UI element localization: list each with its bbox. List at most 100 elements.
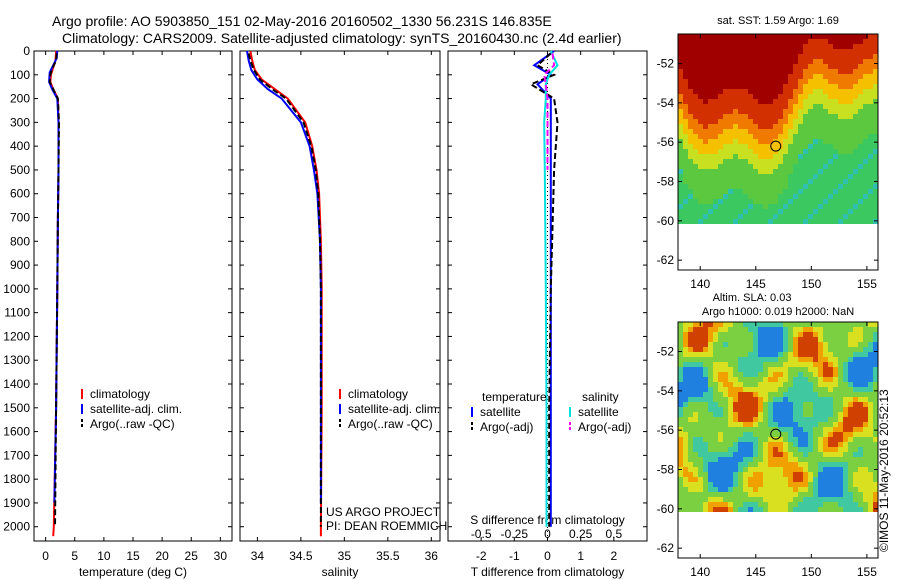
map-cell (868, 134, 873, 139)
map-cell (728, 144, 733, 149)
map-cell (853, 417, 858, 422)
map-cell (858, 69, 863, 74)
map-cell (748, 477, 753, 482)
map-cell (768, 169, 773, 174)
map-cell (778, 327, 783, 332)
map-cell (863, 219, 868, 224)
map-cell (733, 497, 738, 502)
map-cell (823, 184, 828, 189)
map-cell (778, 164, 783, 169)
map-cell (753, 357, 758, 362)
map-cell (803, 347, 808, 352)
map-cell (778, 492, 783, 497)
map-cell (793, 54, 798, 59)
map-cell (873, 327, 878, 332)
map-cell (728, 39, 733, 44)
map-cell (768, 179, 773, 184)
map-cell (778, 412, 783, 417)
map-cell (728, 134, 733, 139)
x-tick-label: 2 (610, 549, 617, 563)
map-cell (698, 412, 703, 417)
map-cell (688, 79, 693, 84)
map-cell (678, 194, 683, 199)
map-cell (688, 447, 693, 452)
map-cell (783, 194, 788, 199)
map-cell (843, 219, 848, 224)
map-cell (763, 427, 768, 432)
map-cell (718, 442, 723, 447)
map-cell (688, 74, 693, 79)
map-cell (828, 169, 833, 174)
map-cell (748, 49, 753, 54)
map-cell (723, 194, 728, 199)
map-cell (723, 39, 728, 44)
map-cell (818, 427, 823, 432)
map-cell (723, 452, 728, 457)
map-cell (768, 387, 773, 392)
map-cell (853, 342, 858, 347)
map-cell (858, 104, 863, 109)
s-tick-label: 0 (544, 527, 551, 541)
map-cell (788, 507, 793, 512)
map-cell (848, 377, 853, 382)
map-cell (868, 372, 873, 377)
map-cell (743, 432, 748, 437)
map-cell (718, 422, 723, 427)
map-cell (848, 342, 853, 347)
map-cell (803, 39, 808, 44)
map-cell (753, 64, 758, 69)
map-cell (828, 412, 833, 417)
map-cell (763, 209, 768, 214)
map-cell (848, 337, 853, 342)
map-cell (723, 44, 728, 49)
map-cell (793, 502, 798, 507)
map-cell (708, 149, 713, 154)
map-cell (813, 184, 818, 189)
map-cell (828, 124, 833, 129)
map-cell (863, 347, 868, 352)
map-cell (863, 437, 868, 442)
map-cell (743, 332, 748, 337)
map-cell (773, 447, 778, 452)
map-cell (793, 179, 798, 184)
map-cell (713, 427, 718, 432)
map-cell (838, 447, 843, 452)
map-cell (833, 322, 838, 327)
map-cell (778, 149, 783, 154)
map-cell (693, 139, 698, 144)
map-cell (843, 497, 848, 502)
map-cell (818, 64, 823, 69)
map-cell (748, 64, 753, 69)
map-cell (693, 214, 698, 219)
map-cell (778, 357, 783, 362)
map-cell (708, 194, 713, 199)
map-cell (688, 362, 693, 367)
map-cell (788, 54, 793, 59)
map-cell (713, 442, 718, 447)
map-cell (783, 497, 788, 502)
map-cell (873, 422, 878, 427)
map-cell (713, 347, 718, 352)
map-cell (868, 74, 873, 79)
map-cell (708, 74, 713, 79)
map-cell (848, 129, 853, 134)
map-cell (753, 49, 758, 54)
map-cell (753, 214, 758, 219)
map-cell (848, 74, 853, 79)
map-cell (783, 342, 788, 347)
map-cell (753, 94, 758, 99)
map-cell (813, 179, 818, 184)
map-cell (758, 457, 763, 462)
map-cell (863, 189, 868, 194)
map-cell (708, 337, 713, 342)
map-cell (843, 357, 848, 362)
map-cell (778, 502, 783, 507)
map-cell (788, 372, 793, 377)
map-cell (763, 194, 768, 199)
map-cell (778, 407, 783, 412)
map-cell (773, 357, 778, 362)
map-cell (733, 487, 738, 492)
map-cell (698, 109, 703, 114)
map-cell (698, 482, 703, 487)
map-cell (733, 174, 738, 179)
